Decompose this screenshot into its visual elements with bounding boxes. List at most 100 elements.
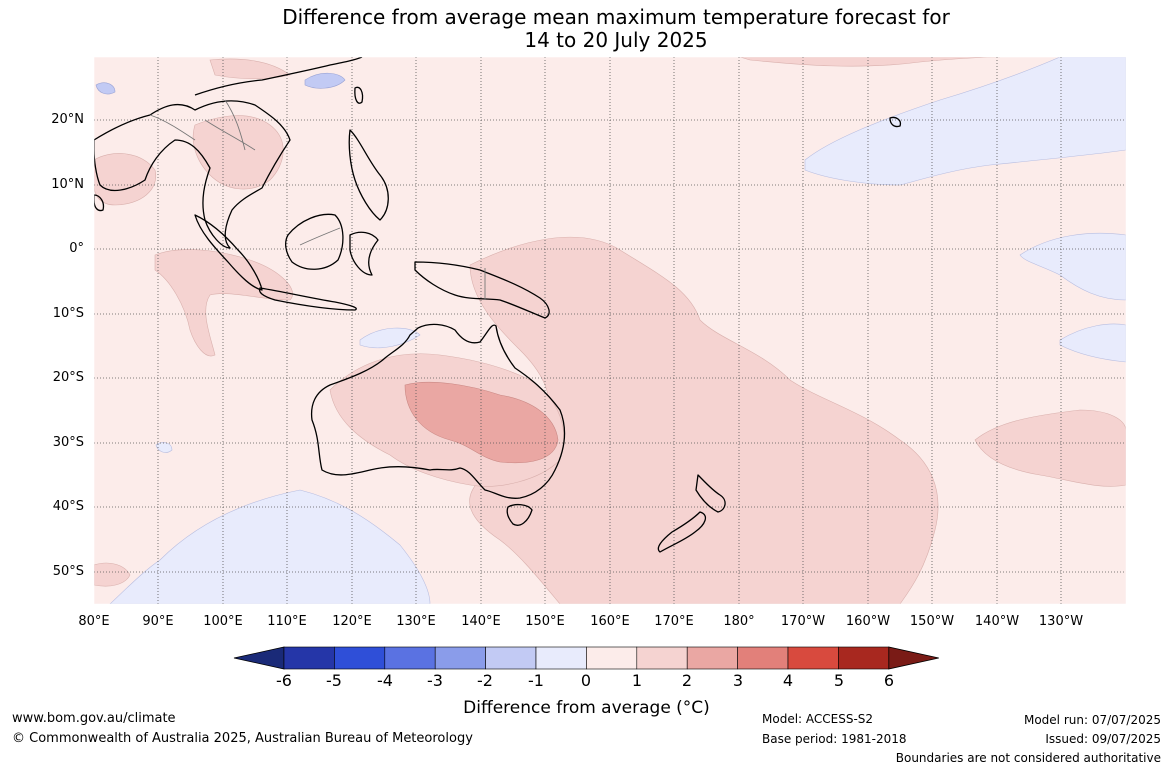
colorbar-tick: 0	[580, 671, 592, 690]
colorbar-tick: 3	[732, 671, 744, 690]
colorbar-arrow-high	[888, 646, 939, 670]
colorbar-segment	[586, 646, 638, 670]
java-coastline	[258, 287, 357, 311]
colorbar-tick: 5	[833, 671, 845, 690]
colorbar-tick: 6	[883, 671, 895, 690]
colorbar-segment	[535, 646, 587, 670]
lat-label-10n: 10°N	[51, 177, 84, 192]
colorbar-segment	[686, 646, 738, 670]
colorbar-segment	[636, 646, 688, 670]
lat-label-20s: 20°S	[52, 370, 84, 385]
colorbar-tick: -6	[276, 671, 292, 690]
colorbar-tick: -4	[377, 671, 393, 690]
colorbar-segment	[787, 646, 839, 670]
indochina-borders	[149, 99, 256, 151]
colorbar-arrow-low	[233, 646, 285, 670]
lat-label-30s: 30°S	[52, 435, 84, 450]
colorbar-segment	[283, 646, 335, 670]
cool-anomaly-regions	[109, 57, 1126, 604]
lon-label-100e: 100°E	[203, 614, 243, 629]
lat-label-10s: 10°S	[52, 306, 84, 321]
country-borders	[149, 99, 486, 300]
lon-label-80e: 80°E	[78, 614, 110, 629]
colorbar-segment	[334, 646, 386, 670]
colorbar-label: Difference from average (°C)	[463, 698, 710, 718]
colorbar-tick: -5	[326, 671, 342, 690]
lon-label-130w: 130°W	[1038, 614, 1084, 629]
lon-label-130e: 130°E	[396, 614, 436, 629]
hawaii-coastline	[889, 116, 902, 128]
warm-region-south-china-sea	[209, 58, 291, 80]
colorbar-tick: 1	[631, 671, 643, 690]
cooler-patch-taiwan	[304, 72, 346, 89]
lon-label-150e: 150°E	[525, 614, 565, 629]
colorbar-segment	[434, 646, 486, 670]
taiwan-coastline	[354, 86, 364, 104]
warm-region-bay-of-bengal	[94, 153, 157, 206]
footer-website: www.bom.gov.au/climate	[12, 711, 176, 726]
footer-copyright: © Commonwealth of Australia 2025, Austra…	[12, 731, 473, 746]
graticule	[94, 57, 1126, 604]
map-frame	[93, 56, 1127, 605]
lat-label-20n: 20°N	[51, 112, 84, 127]
colorbar-segment	[384, 646, 436, 670]
colorbar-tick: -1	[528, 671, 544, 690]
warm-region-indian-ocean-east	[154, 249, 293, 357]
mainland-se-asia-coastline	[94, 100, 291, 249]
warm-region-se-asia	[192, 115, 284, 190]
footer-model: Model: ACCESS-S2	[762, 712, 874, 726]
warm-region-tasman-south	[94, 562, 131, 587]
coastlines	[94, 57, 902, 553]
lon-label-160w: 160°W	[845, 614, 891, 629]
footer-issued: Issued: 09/07/2025	[1045, 732, 1161, 746]
colorbar-tick: 2	[681, 671, 693, 690]
chart-title-line-2: 14 to 20 July 2025	[524, 28, 708, 52]
new-zealand-north	[695, 474, 726, 513]
forecast-map	[93, 56, 1127, 605]
lon-label-140e: 140°E	[461, 614, 501, 629]
colorbar-segment	[737, 646, 789, 670]
colorbar-tick: -2	[477, 671, 493, 690]
colorbar-segment	[838, 646, 890, 670]
philippines-coastline	[348, 129, 389, 221]
chart-title-line-1: Difference from average mean maximum tem…	[282, 5, 950, 29]
lon-label-120e: 120°E	[332, 614, 372, 629]
footer-base-period: Base period: 1981-2018	[762, 732, 907, 746]
footer-model-run: Model run: 07/07/2025	[1023, 713, 1161, 727]
sri-lanka-coastline	[94, 194, 105, 212]
new-zealand-south	[657, 511, 707, 553]
cool-region-north-pacific	[804, 57, 1126, 186]
lon-label-170w: 170°W	[780, 614, 826, 629]
lat-label-50s: 50°S	[52, 564, 84, 579]
borneo-coastline	[285, 213, 344, 270]
lon-label-160e: 160°E	[590, 614, 630, 629]
cool-region-east-pacific-equator	[1019, 232, 1126, 301]
cool-region-east-pacific-south	[1059, 323, 1126, 363]
lon-label-150w: 150°W	[909, 614, 955, 629]
china-coastline	[194, 57, 363, 96]
sumatra-coastline	[194, 214, 263, 291]
lon-label-140w: 140°W	[974, 614, 1020, 629]
australia-coastline	[310, 323, 566, 499]
cool-region-timor-sea	[359, 327, 421, 349]
colorbar-segment	[485, 646, 537, 670]
lon-label-180: 180°	[723, 614, 755, 629]
new-guinea-coastline	[414, 261, 550, 319]
lat-label-40s: 40°S	[52, 499, 84, 514]
lon-label-170e: 170°E	[654, 614, 694, 629]
colorbar-tick: -3	[427, 671, 443, 690]
cooler-anomaly-patches	[95, 72, 346, 95]
colorbar	[233, 646, 939, 670]
warm-region-south-pacific-east	[974, 409, 1126, 487]
lat-label-0: 0°	[69, 241, 84, 256]
tasmania-coastline	[506, 503, 533, 526]
colorbar-tick: 4	[782, 671, 794, 690]
cool-region-south-indian	[109, 489, 431, 604]
cool-region-small-west	[155, 442, 173, 453]
cooler-patch-india	[95, 82, 116, 95]
sulawesi-coastline	[349, 231, 379, 276]
borneo-border	[299, 227, 341, 246]
lon-label-90e: 90°E	[142, 614, 174, 629]
footer-boundaries-note: Boundaries are not considered authoritat…	[895, 751, 1161, 765]
lon-label-110e: 110°E	[267, 614, 307, 629]
